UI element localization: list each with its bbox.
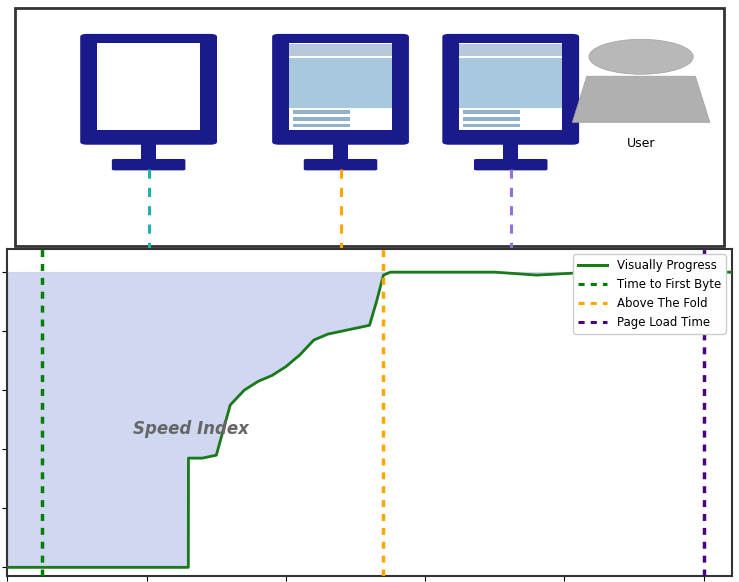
Bar	[289, 44, 392, 56]
Visually Progress	[239, 386, 248, 393]
Legend: Visually Progress, Time to First Byte, Above The Fold, Page Load Time: Visually Progress, Time to First Byte, A…	[573, 254, 726, 333]
Visually Progress	[351, 325, 360, 332]
Visually Progress	[184, 455, 193, 462]
Visually Progress	[226, 402, 235, 409]
Bar	[289, 42, 392, 130]
Bar	[459, 44, 562, 56]
Visually Progress	[393, 269, 402, 276]
Bar	[97, 42, 200, 130]
Line: Visually Progress: Visually Progress	[7, 272, 732, 567]
Text: Speed Index: Speed Index	[133, 420, 248, 438]
Visually Progress	[727, 269, 736, 276]
Visually Progress	[491, 269, 500, 276]
Visually Progress	[420, 269, 429, 276]
Page Load Time	[699, 564, 708, 571]
Visually Progress	[38, 564, 47, 571]
Visually Progress	[337, 328, 346, 335]
Visually Progress	[3, 564, 12, 571]
Bar	[463, 123, 520, 127]
Visually Progress	[386, 269, 395, 276]
Polygon shape	[572, 76, 710, 122]
Bar	[459, 42, 562, 130]
FancyBboxPatch shape	[304, 159, 378, 171]
Visually Progress	[282, 363, 290, 370]
Visually Progress	[268, 372, 276, 379]
Visually Progress	[38, 564, 47, 571]
Time to First Byte	[38, 561, 47, 568]
Bar	[333, 142, 348, 161]
Visually Progress	[532, 272, 541, 279]
Visually Progress	[253, 378, 262, 385]
Visually Progress	[323, 331, 332, 338]
Bar	[459, 58, 562, 108]
Visually Progress	[699, 269, 708, 276]
FancyBboxPatch shape	[81, 35, 216, 144]
Visually Progress	[588, 269, 597, 276]
Bar	[289, 58, 392, 108]
Above The Fold	[379, 561, 388, 568]
Circle shape	[589, 40, 693, 74]
Bar	[503, 142, 518, 161]
Visually Progress	[644, 269, 653, 276]
FancyBboxPatch shape	[15, 8, 724, 246]
FancyBboxPatch shape	[474, 159, 548, 171]
Visually Progress	[184, 564, 193, 571]
Page Load Time	[699, 561, 708, 568]
Visually Progress	[449, 269, 457, 276]
Bar	[293, 118, 350, 122]
Bar	[293, 123, 350, 127]
Bar	[141, 142, 156, 161]
FancyBboxPatch shape	[443, 35, 578, 144]
Visually Progress	[310, 336, 319, 343]
FancyBboxPatch shape	[112, 159, 185, 171]
Visually Progress	[372, 298, 381, 305]
Visually Progress	[365, 322, 374, 329]
Above The Fold	[379, 564, 388, 571]
Time to First Byte	[38, 564, 47, 571]
Bar	[293, 111, 350, 114]
FancyBboxPatch shape	[273, 35, 408, 144]
Visually Progress	[198, 455, 207, 462]
Visually Progress	[379, 272, 388, 279]
Bar	[463, 118, 520, 122]
Visually Progress	[212, 452, 221, 459]
Visually Progress	[296, 352, 304, 359]
Bar	[463, 111, 520, 114]
Text: User: User	[627, 137, 655, 150]
